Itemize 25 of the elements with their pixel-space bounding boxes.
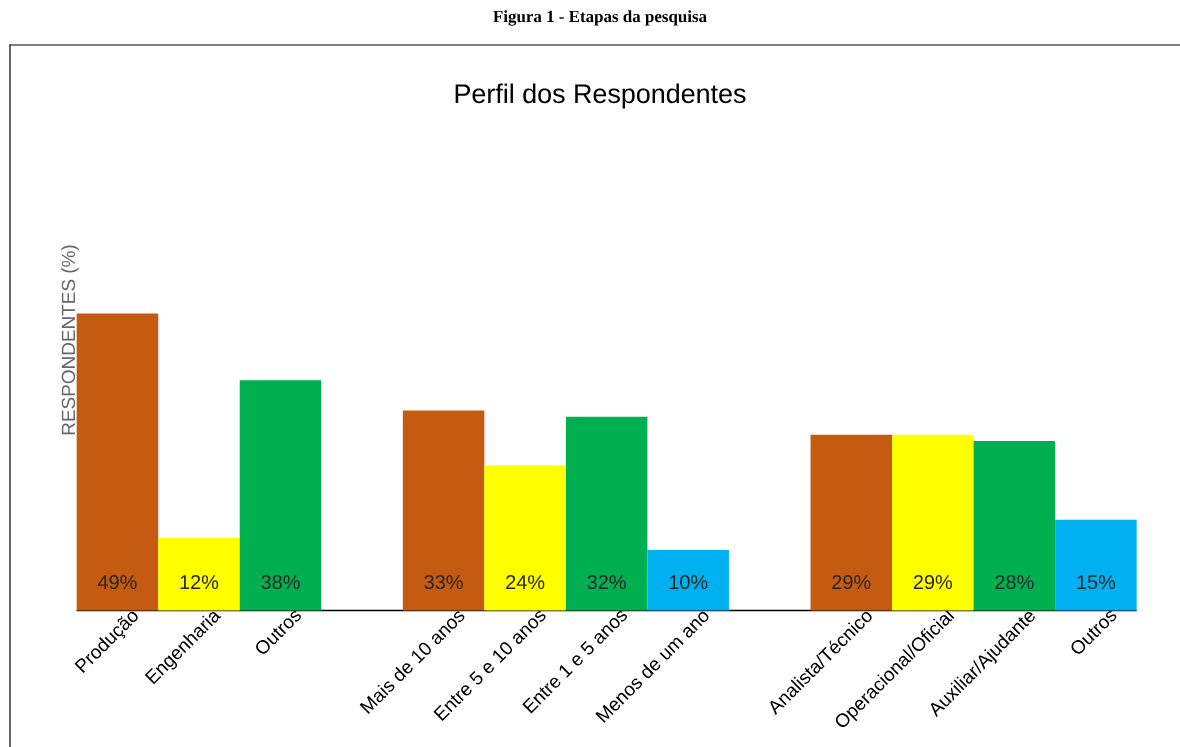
bar — [647, 550, 729, 611]
data-label: 32% — [587, 574, 626, 590]
data-label: 12% — [180, 575, 219, 590]
data-label: 28% — [995, 574, 1034, 590]
text: Figura 1 - Etapas da pesquisa — [493, 10, 707, 26]
bar — [239, 380, 322, 611]
data-label: 29% — [832, 574, 871, 590]
chart-title: Perfil dos Respondentes — [455, 83, 746, 109]
data-label: 33% — [424, 574, 463, 590]
data-label: 29% — [913, 574, 953, 590]
bar — [810, 434, 893, 611]
bar — [158, 537, 240, 611]
data-label: 15% — [1077, 575, 1116, 590]
bar — [892, 434, 974, 611]
bar — [402, 410, 485, 611]
bar — [565, 416, 648, 611]
bar — [973, 440, 1056, 611]
data-label: 38% — [261, 574, 300, 590]
data-label: 49% — [97, 574, 137, 590]
data-label: 24% — [506, 575, 545, 590]
y-axis-title: RESPONDENTES (%) — [61, 245, 79, 435]
bar — [484, 465, 566, 611]
data-label: 10% — [669, 574, 708, 590]
bar — [76, 313, 159, 611]
bar — [1055, 519, 1137, 611]
